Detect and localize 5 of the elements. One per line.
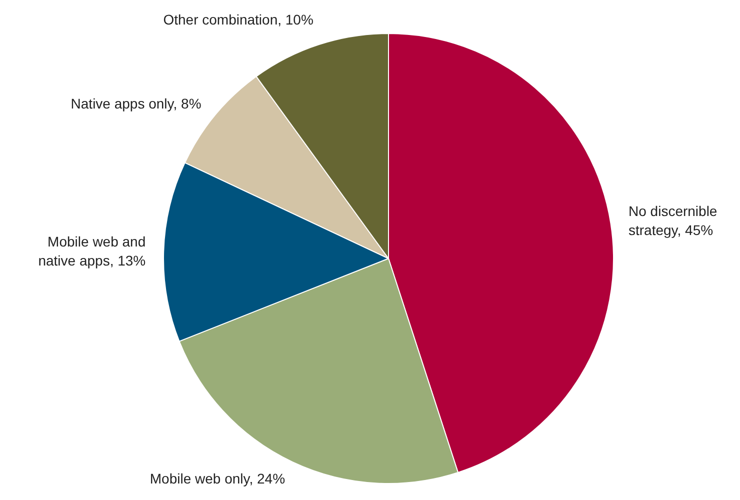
slice-label: Native apps only, 8% [70, 96, 202, 112]
slice-label: Other combination, 10% [163, 11, 314, 28]
slice-label: Mobile web only, 24% [150, 470, 286, 486]
slice-label: Mobile web and native apps, 13% [38, 233, 146, 268]
slice-label: No discernible strategy, 45% [628, 202, 718, 238]
